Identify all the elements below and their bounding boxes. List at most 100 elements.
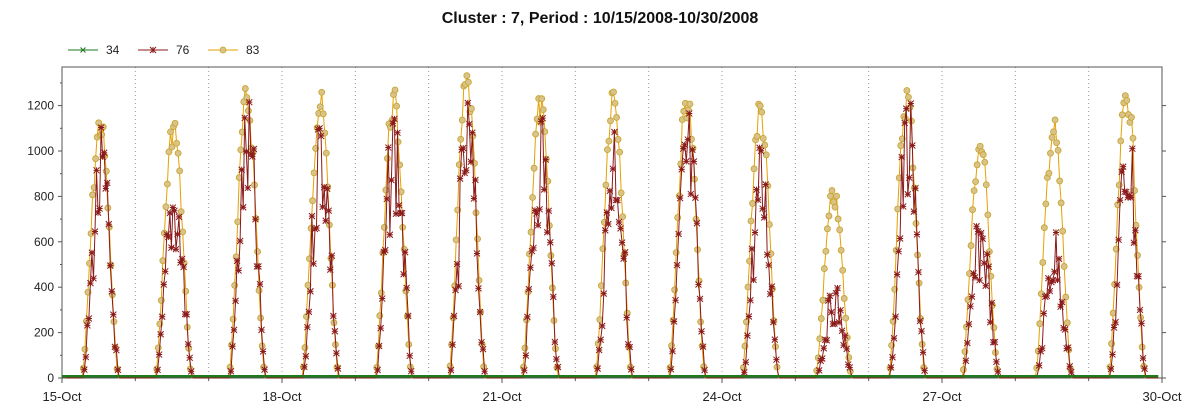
data-point [462,166,470,174]
x-tick-label: 18-Oct [262,389,301,404]
data-point [331,327,339,335]
data-point [87,279,94,287]
data-point [1132,221,1140,229]
data-point [973,222,980,230]
data-point [815,367,823,374]
data-point [668,342,675,350]
data-point [892,313,899,321]
data-point [1046,287,1054,295]
data-point [230,326,238,334]
data-point [684,136,692,143]
data-point [99,153,106,161]
y-tick-label: 400 [34,280,54,294]
data-point [969,206,976,214]
data-point [1110,324,1118,331]
series-layer [62,72,1159,379]
data-point [904,93,912,101]
data-point [177,259,184,266]
data-point [310,169,318,177]
data-point [760,214,768,221]
data-point [319,203,326,211]
data-point [164,180,171,188]
data-point [84,321,91,329]
data-point [93,166,100,174]
data-point [82,353,90,361]
data-point [467,158,475,166]
data-point [970,187,978,195]
data-point [673,261,681,269]
data-point [306,255,313,263]
data-point [902,105,910,112]
data-point [1036,320,1044,328]
data-point [919,348,927,356]
data-point [239,203,247,211]
data-point [177,208,185,216]
data-point [623,314,631,321]
data-point [745,313,753,320]
data-point [603,209,611,216]
data-point [103,179,111,187]
data-point [520,366,528,374]
data-point [227,367,235,375]
data-point [158,313,166,321]
data-point [750,165,758,173]
data-point [172,245,180,253]
data-point [465,120,473,128]
data-point [455,282,462,290]
data-point [837,306,844,314]
legend-label: 34 [106,43,120,57]
data-point [828,308,835,316]
data-point [765,221,773,228]
data-point [766,290,774,298]
data-point [168,143,176,151]
data-point [528,247,536,255]
data-point [747,217,755,225]
data-point [1066,362,1074,370]
series-83 [65,72,1159,379]
data-point [1045,169,1053,177]
data-point [553,355,560,363]
data-point [1040,224,1048,232]
data-point [165,148,173,156]
data-point [381,246,389,254]
data-point [699,343,707,351]
data-point [527,264,534,272]
data-point [1053,139,1060,147]
data-point [965,320,973,328]
x-tick-label: 30-Oct [1142,389,1181,404]
data-point [111,343,119,351]
data-point [817,357,825,365]
data-point [616,148,624,156]
data-point [619,213,627,221]
data-point [679,145,687,153]
data-point [232,253,240,261]
data-point [1127,194,1135,201]
data-point [232,297,239,305]
data-point [976,276,983,284]
data-point [611,128,618,136]
data-point [687,190,695,198]
data-point [845,354,853,361]
data-point [255,287,263,294]
data-point [756,102,764,110]
chart-title: Cluster : 7, Period : 10/15/2008-10/30/2… [441,10,759,27]
data-point [826,292,834,300]
data-point [316,124,323,132]
data-point [229,315,237,323]
data-point [1118,111,1126,119]
data-point [229,343,236,350]
data-point [1135,273,1142,280]
data-point [834,284,841,292]
data-point [258,326,265,334]
data-point [395,201,403,209]
data-point [1039,259,1047,266]
data-point [1047,149,1054,157]
data-point [446,362,454,370]
x-tick-label: 24-Oct [702,389,741,404]
data-point [1062,293,1070,301]
data-point [166,209,174,217]
data-point [396,161,404,169]
data-point [1038,344,1046,352]
data-point [1112,318,1119,326]
data-point [1040,310,1048,317]
